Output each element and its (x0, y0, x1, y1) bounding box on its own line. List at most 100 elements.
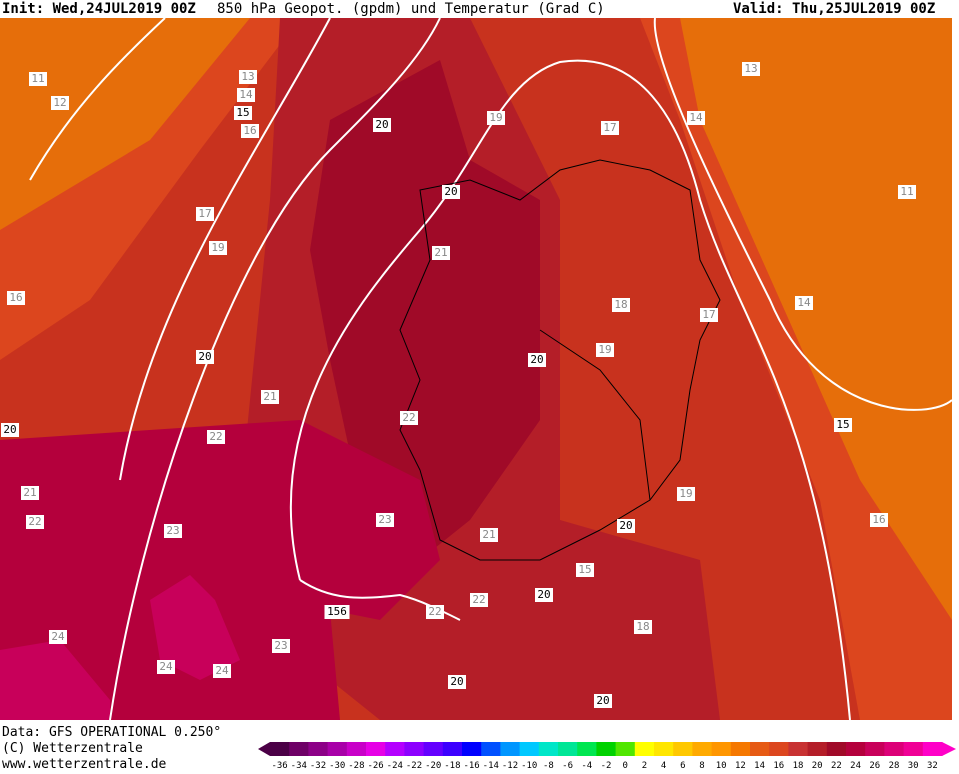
contour-label: 20 (530, 353, 543, 366)
label-box (261, 390, 279, 404)
label-box (634, 620, 652, 634)
contour (653, 17, 953, 411)
colorbar-swatch (634, 742, 655, 756)
label-box (239, 70, 257, 84)
colorbar-swatch (654, 742, 674, 756)
contour-label: 20 (3, 423, 16, 436)
region (0, 420, 440, 720)
region (680, 18, 952, 620)
colorbar-label: 14 (754, 761, 765, 770)
colorbar-swatch (750, 742, 770, 756)
contour-label: 14 (239, 88, 253, 101)
colorbar-arrow (942, 742, 956, 756)
colorbar-label: 26 (869, 761, 880, 770)
header-bg (0, 0, 959, 18)
colorbar-label: -22 (406, 761, 422, 770)
contour-label: 19 (211, 241, 224, 254)
label-box (272, 639, 290, 653)
contour-label: 15 (836, 418, 849, 431)
label-box (677, 487, 695, 501)
colorbar-swatch (538, 742, 559, 756)
map-labels: 11 12 13 14 15 16 17 19 16 20 21 22 23 22 21 20 24 24 24 23… (1, 62, 916, 708)
colorbar-swatch (385, 742, 405, 756)
colorbar-swatch (673, 742, 693, 756)
colorbar-label: -20 (425, 761, 441, 770)
colorbar-label: 6 (680, 761, 685, 770)
label-box (49, 630, 67, 644)
label-box (26, 515, 44, 529)
colorbar-label: -24 (387, 761, 403, 770)
label-box (870, 513, 888, 527)
contour-label: 17 (603, 121, 616, 134)
contour-label: 14 (689, 111, 703, 124)
colorbar-label: 4 (661, 761, 666, 770)
label-box (7, 291, 25, 305)
label-box (528, 353, 546, 367)
contour-label: 20 (375, 118, 388, 131)
colorbar-label: -26 (367, 761, 383, 770)
colorbar-label: 24 (850, 761, 861, 770)
data-source: Data: GFS OPERATIONAL 0.250° (2, 725, 221, 740)
valid-time: Valid: Thu,25JUL2019 00Z (733, 1, 935, 17)
label-box (448, 675, 466, 689)
contour-label: 22 (428, 605, 441, 618)
colorbar-label: 28 (889, 761, 900, 770)
colorbar-label: -28 (348, 761, 364, 770)
colorbar-label: 10 (716, 761, 727, 770)
contour-label: 19 (598, 343, 611, 356)
contour-label: 11 (31, 72, 44, 85)
label-box (742, 62, 760, 76)
contour-label: 23 (378, 513, 391, 526)
contour-label: 11 (900, 185, 913, 198)
colorbar-label: -34 (291, 761, 307, 770)
region (150, 575, 240, 680)
colorbar-swatch (692, 742, 713, 756)
label-box (601, 121, 619, 135)
title: 850 hPa Geopot. (gpdm) und Temperatur (G… (217, 1, 605, 17)
contour-label: 23 (274, 639, 287, 652)
contour-label: 20 (198, 350, 211, 363)
contour-label: 21 (482, 528, 495, 541)
colorbar-swatch (404, 742, 425, 756)
contour-label: 13 (241, 70, 254, 83)
colorbar-swatch (730, 742, 751, 756)
colorbar-swatch (884, 742, 905, 756)
label-box (432, 246, 450, 260)
label-box (617, 519, 635, 533)
contour-label: 20 (596, 694, 609, 707)
colorbar-swatch (270, 742, 290, 756)
colorbar-swatch (346, 742, 367, 756)
contour-label: 13 (744, 62, 757, 75)
colorbar-swatch (596, 742, 617, 756)
label-box (442, 185, 460, 199)
contour-label: 15 (236, 106, 249, 119)
colorbar-swatch (289, 742, 309, 756)
colorbar-label: -16 (463, 761, 479, 770)
colorbar-label: 12 (735, 761, 746, 770)
contour-label: 20 (619, 519, 632, 532)
colorbar-swatch (846, 742, 866, 756)
colorbar-label: -4 (581, 761, 592, 770)
label-box (213, 664, 231, 678)
colorbar-label: -32 (310, 761, 326, 770)
colorbar-label: -14 (483, 761, 499, 770)
colorbar-arrow (258, 742, 270, 756)
contour-label: 19 (489, 111, 502, 124)
colorbar-swatch (500, 742, 521, 756)
label-box (596, 343, 614, 357)
map (0, 17, 953, 721)
colorbar-label: 22 (831, 761, 842, 770)
colorbar-swatch (423, 742, 444, 756)
colorbar-swatch (366, 742, 386, 756)
label-box (29, 72, 47, 86)
label-box (237, 88, 255, 102)
border (539, 329, 651, 501)
colorbar-label: -2 (601, 761, 612, 770)
colorbar-label: -8 (543, 761, 554, 770)
label-box (487, 111, 505, 125)
contour-label: 21 (263, 390, 276, 403)
label-box (576, 563, 594, 577)
label-box (898, 185, 916, 199)
colorbar-label: -18 (444, 761, 460, 770)
label-box (51, 96, 69, 110)
